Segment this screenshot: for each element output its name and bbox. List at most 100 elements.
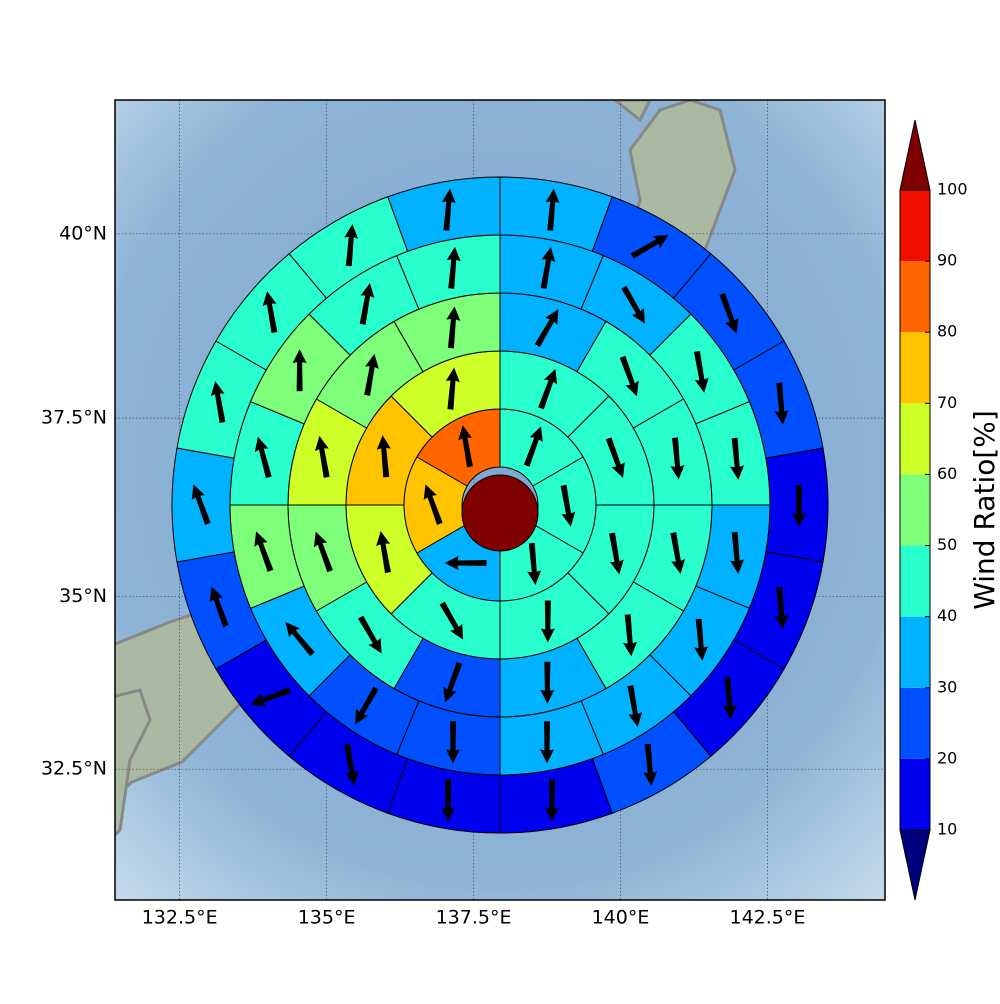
colorbar-bin — [900, 261, 930, 333]
wind-arrow — [627, 685, 643, 728]
colorbar-tick-label: 100 — [937, 180, 968, 199]
x-tick-label: 142.5°E — [729, 907, 805, 929]
wind-arrow — [722, 677, 737, 720]
wind-arrow — [630, 235, 669, 259]
y-tick-label: 32.5°N — [41, 758, 107, 780]
wind-arrow — [540, 661, 555, 704]
wind-arrow — [458, 425, 473, 468]
colorbar-bin — [900, 332, 930, 404]
wind-arrow — [254, 436, 272, 479]
wind-arrow — [545, 188, 560, 231]
wind-arrow — [376, 531, 391, 574]
wind-arrow — [670, 532, 686, 575]
hokkaido — [612, 100, 652, 123]
wind-arrow — [670, 437, 685, 480]
x-tick-label: 132.5°E — [142, 907, 218, 929]
arrows — [191, 188, 806, 822]
wind-arrow — [292, 349, 307, 392]
wind-arrow — [358, 615, 382, 654]
wind-arrow — [439, 601, 464, 640]
wind-arrow — [730, 531, 745, 574]
wind-arrow — [527, 542, 542, 585]
colorbar-bin — [900, 758, 930, 830]
wind-arrow — [250, 687, 291, 707]
colorbar-tick-label: 50 — [937, 535, 957, 554]
colorbar-tick-label: 20 — [937, 748, 957, 767]
wind-arrow — [446, 246, 461, 289]
wind-arrow — [774, 382, 789, 425]
colorbar-bin — [900, 687, 930, 759]
wind-arrow — [209, 586, 229, 628]
sectors — [171, 176, 829, 834]
wind-arrow — [376, 435, 391, 478]
wind-arrow — [191, 484, 211, 525]
colorbar-tick-label: 80 — [937, 322, 957, 341]
wind-arrow — [774, 587, 789, 630]
wind-arrow — [619, 355, 639, 397]
sector — [387, 176, 501, 252]
wind-arrow — [445, 721, 460, 764]
wind-arrow — [623, 614, 638, 657]
x-tick-label: 140°E — [592, 907, 650, 929]
wind-arrow — [540, 246, 556, 289]
colorbar-frame — [899, 189, 931, 831]
wind-arrow — [364, 353, 379, 396]
wind-arrow — [359, 282, 375, 325]
wind-arrow — [355, 686, 379, 725]
wind-arrow — [643, 743, 658, 786]
wind-arrow — [560, 484, 576, 527]
wind-arrow — [540, 721, 555, 764]
colorbar-bin — [900, 616, 930, 688]
wind-arrow — [262, 291, 278, 334]
wind-arrow — [254, 531, 274, 572]
y-tick-label: 35°N — [59, 585, 107, 607]
wind-arrow — [605, 437, 625, 478]
x-tick-label: 137.5°E — [436, 907, 512, 929]
y-tick-label: 40°N — [59, 222, 107, 244]
wind-arrow — [313, 531, 333, 573]
colorbar-tick-label: 40 — [937, 606, 957, 625]
colorbar-under — [899, 829, 931, 901]
wind-arrow — [523, 426, 543, 467]
wind-arrow — [719, 292, 739, 334]
wind-arrow — [544, 779, 559, 822]
colorbar-label: Wind Ratio[%] — [968, 410, 1000, 610]
colorbar: 10 20 30 40 50 60 70 80 90 100 Wind Ratio[%] — [899, 119, 1000, 901]
wind-arrow — [210, 381, 226, 423]
x-tick-label: 135°E — [298, 907, 356, 929]
wind-arrow — [441, 779, 456, 822]
center-disc — [461, 474, 539, 552]
wind-arrow — [285, 622, 315, 657]
wind-arrow — [443, 661, 463, 703]
wind-arrow — [446, 306, 461, 349]
map-frame — [114, 99, 886, 901]
colorbar-bin — [900, 474, 930, 546]
colorbar-bin — [900, 190, 930, 262]
colorbar-over — [899, 119, 931, 191]
colorbar-bin — [900, 545, 930, 617]
wind-arrow — [730, 437, 745, 480]
wind-arrow — [792, 485, 806, 527]
kyushu — [115, 688, 152, 838]
colorbar-tick-label: 60 — [937, 464, 957, 483]
wind-arrow — [693, 350, 709, 393]
y-tick-label: 37.5°N — [41, 407, 107, 429]
wind-arrow — [609, 532, 624, 575]
wind-arrow — [344, 743, 359, 786]
colorbar-bin — [900, 403, 930, 475]
colorbar-tick-label: 10 — [937, 820, 957, 839]
wind-arrow — [538, 368, 558, 410]
wind-arrow — [314, 435, 330, 478]
wind-arrow — [694, 618, 709, 661]
wind-arrow — [621, 285, 645, 324]
wind-arrow — [445, 367, 460, 410]
colorbar-tick-label: 70 — [937, 393, 957, 412]
wind-arrow — [441, 188, 456, 231]
wind-arrow — [444, 556, 487, 571]
colorbar-tick-label: 90 — [937, 251, 957, 270]
wind-arrow — [344, 224, 359, 267]
axes: 132.5°E 135°E 137.5°E 140°E 142.5°E 32.5°N 35°… — [41, 222, 805, 928]
wind-arrow — [423, 484, 443, 525]
wind-arrow — [540, 600, 555, 643]
